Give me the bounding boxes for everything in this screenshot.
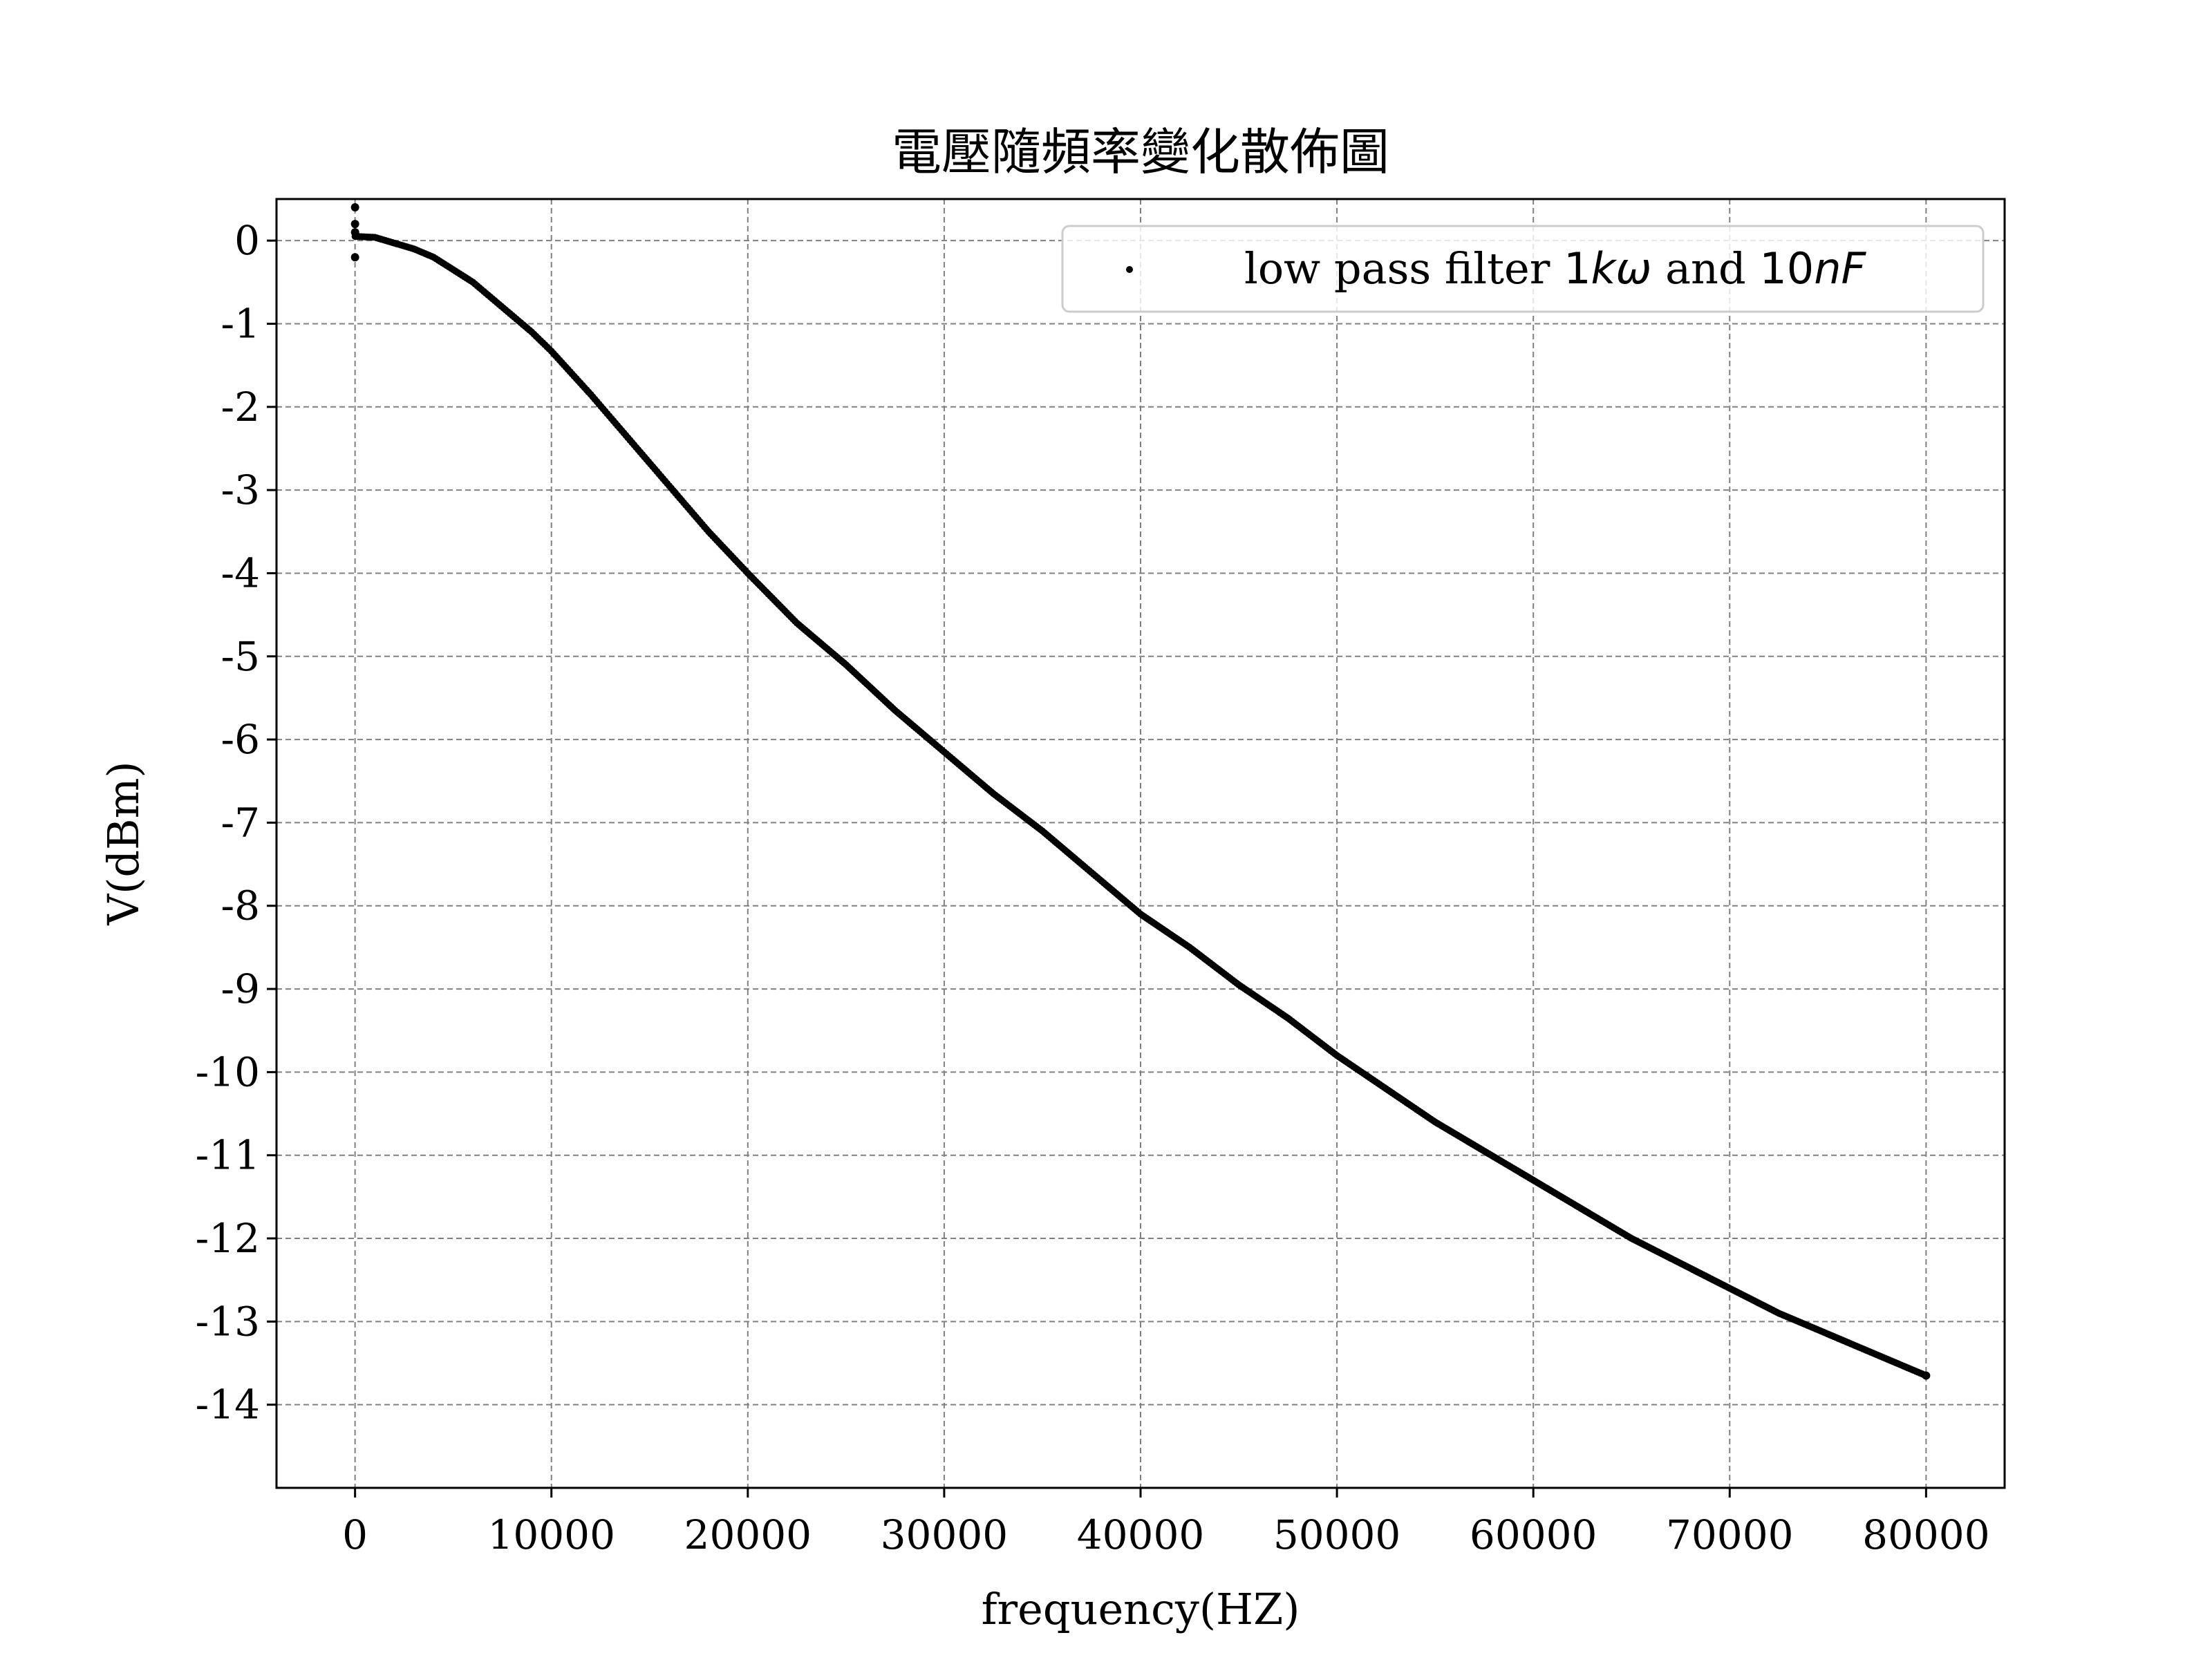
x-tick-label: 0: [342, 1511, 368, 1558]
y-tick-label: -13: [196, 1298, 260, 1345]
x-axis-label: frequency(HZ): [982, 1584, 1300, 1634]
legend-marker: [1126, 266, 1133, 273]
y-tick-label: -11: [196, 1132, 260, 1179]
y-tick-label: -7: [221, 799, 261, 846]
x-tick-label: 60000: [1470, 1511, 1597, 1558]
y-tick-label: -8: [221, 882, 261, 929]
y-tick-label: 0: [234, 217, 260, 264]
chart-title: 電壓隨頻率變化散佈圖: [892, 123, 1389, 181]
x-tick-label: 20000: [684, 1511, 812, 1558]
legend: low pass filter 1kω and 10nF: [1061, 225, 1985, 313]
y-axis-ticks: 0 -1 -2 -3 -4 -5 -6 -7 -8 -9 -10 -11 -12 -13 -14: [196, 217, 276, 1428]
y-tick-label: -4: [221, 549, 261, 596]
x-tick-label: 80000: [1862, 1511, 1990, 1558]
legend-box: [1061, 225, 1985, 313]
legend-math1-unit: kω: [1591, 243, 1652, 294]
data-point: [1922, 1371, 1931, 1380]
y-tick-label: -2: [221, 384, 261, 431]
x-tick-label: 70000: [1666, 1511, 1794, 1558]
x-tick-label: 10000: [487, 1511, 615, 1558]
legend-label: low pass filter 1kω and 10nF: [1244, 243, 1867, 294]
x-tick-label: 40000: [1077, 1511, 1205, 1558]
y-tick-label: -12: [196, 1215, 260, 1262]
y-axis-label: V(dBm): [98, 761, 149, 925]
x-axis-ticks: 0 10000 20000 30000 40000 50000 60000 70000 8000…: [342, 1488, 1990, 1558]
y-tick-label: -14: [196, 1381, 260, 1428]
x-tick-label: 30000: [881, 1511, 1009, 1558]
legend-middle: and: [1651, 243, 1759, 294]
y-tick-label: -9: [221, 965, 261, 1012]
y-tick-label: -3: [221, 466, 261, 513]
data-point: [350, 203, 359, 212]
y-tick-label: -6: [221, 716, 261, 763]
legend-math2-unit: nF: [1814, 243, 1866, 294]
data-points: [350, 203, 1931, 1380]
y-tick-label: -5: [221, 633, 261, 680]
y-tick-label: -10: [196, 1048, 260, 1095]
legend-math2-number: 10: [1759, 243, 1814, 294]
data-point: [350, 228, 359, 237]
data-point: [350, 253, 359, 262]
y-tick-label: -1: [221, 300, 261, 347]
legend-prefix: low pass filter: [1244, 243, 1564, 294]
data-point: [350, 220, 359, 229]
legend-math1-number: 1: [1564, 243, 1591, 294]
grid-lines: [276, 199, 2005, 1488]
x-tick-label: 50000: [1273, 1511, 1401, 1558]
